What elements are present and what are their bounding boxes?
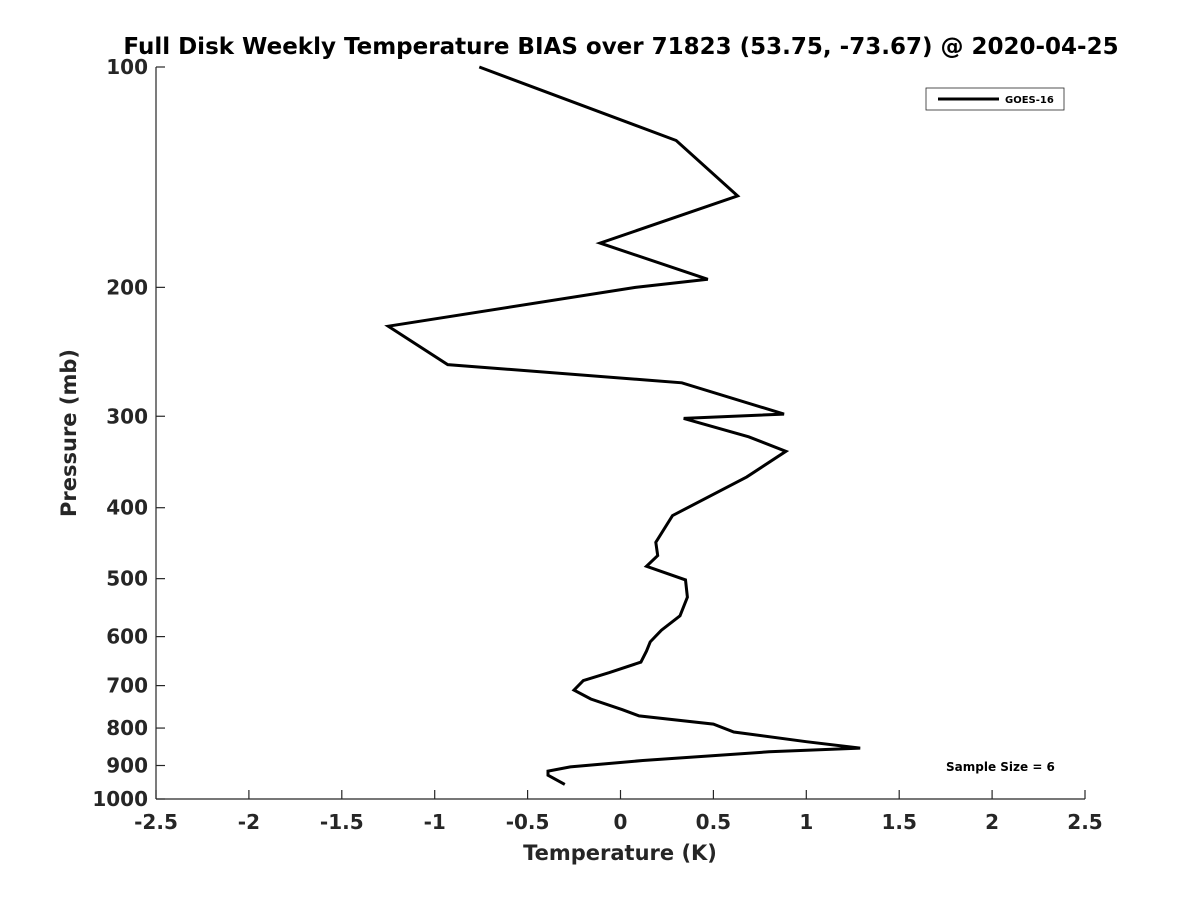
y-tick-label: 500 xyxy=(106,567,148,591)
series-layer xyxy=(384,65,861,786)
x-tick-label: 2 xyxy=(985,810,999,834)
x-tick-label: -2 xyxy=(238,810,260,834)
y-tick-label: 900 xyxy=(106,754,148,778)
x-tick-label: -2.5 xyxy=(134,810,178,834)
x-tick-label: -1.5 xyxy=(320,810,364,834)
x-tick-label: -1 xyxy=(424,810,446,834)
y-ticks: 100 200 300 400 500 600 700 800 900 1000 xyxy=(92,55,165,811)
series-line-goes-16 xyxy=(384,65,861,786)
x-tick-label: -0.5 xyxy=(506,810,550,834)
chart-title: Full Disk Weekly Temperature BIAS over 7… xyxy=(123,34,1118,60)
sample-size-annotation: Sample Size = 6 xyxy=(946,760,1055,774)
y-tick-label: 600 xyxy=(106,625,148,649)
y-tick-label: 400 xyxy=(106,496,148,520)
y-tick-label: 800 xyxy=(106,716,148,740)
x-ticks: -2.5 -2 -1.5 -1 -0.5 0 0.5 1 1.5 2 2.5 xyxy=(134,790,1103,834)
plot-area xyxy=(156,67,1085,799)
y-tick-label: 1000 xyxy=(92,787,148,811)
x-tick-label: 0 xyxy=(614,810,628,834)
x-tick-label: 2.5 xyxy=(1067,810,1102,834)
x-axis-label: Temperature (K) xyxy=(523,841,717,865)
y-tick-label: 100 xyxy=(106,55,148,79)
y-tick-label: 200 xyxy=(106,275,148,299)
y-tick-label: 700 xyxy=(106,674,148,698)
x-tick-label: 1 xyxy=(799,810,813,834)
x-tick-label: 1.5 xyxy=(881,810,916,834)
legend-entry-goes-16: GOES-16 xyxy=(1005,95,1054,106)
y-tick-label: 300 xyxy=(106,404,148,428)
x-tick-label: 0.5 xyxy=(696,810,731,834)
y-axis-label: Pressure (mb) xyxy=(57,349,81,517)
legend: GOES-16 xyxy=(925,87,1065,111)
